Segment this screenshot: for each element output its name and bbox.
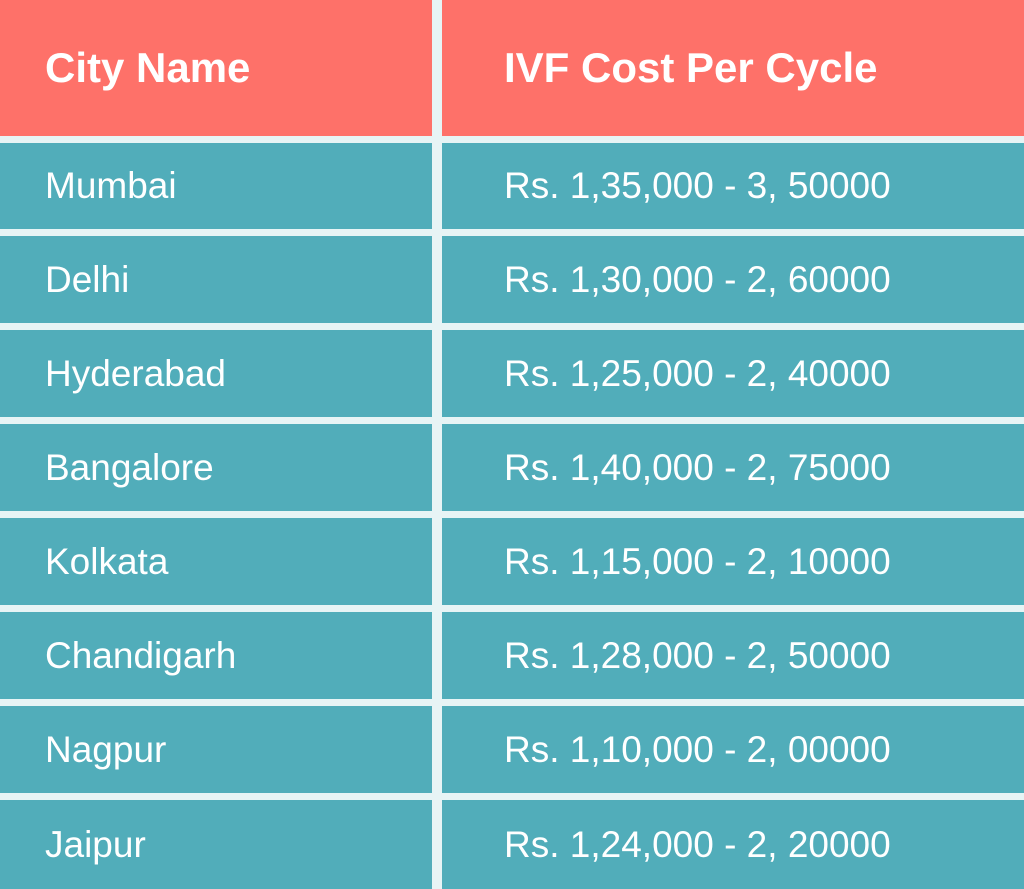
cost-cell: Rs. 1,40,000 - 2, 75000 [442,424,1024,511]
city-cell: Delhi [0,236,432,323]
table-header-row: City Name IVF Cost Per Cycle [0,0,1024,136]
cost-cell: Rs. 1,15,000 - 2, 10000 [442,518,1024,605]
cost-cell: Rs. 1,30,000 - 2, 60000 [442,236,1024,323]
table-row: Jaipur Rs. 1,24,000 - 2, 20000 [0,800,1024,889]
city-cell: Mumbai [0,143,432,229]
cost-cell: Rs. 1,35,000 - 3, 50000 [442,143,1024,229]
header-city-name: City Name [0,0,432,136]
cost-cell: Rs. 1,10,000 - 2, 00000 [442,706,1024,793]
city-cell: Nagpur [0,706,432,793]
table-row: Chandigarh Rs. 1,28,000 - 2, 50000 [0,612,1024,699]
header-ivf-cost: IVF Cost Per Cycle [442,0,1024,136]
cost-cell: Rs. 1,28,000 - 2, 50000 [442,612,1024,699]
table-row: Nagpur Rs. 1,10,000 - 2, 00000 [0,706,1024,793]
city-cell: Hyderabad [0,330,432,417]
city-cell: Kolkata [0,518,432,605]
table-row: Kolkata Rs. 1,15,000 - 2, 10000 [0,518,1024,605]
city-cell: Jaipur [0,800,432,889]
table-row: Delhi Rs. 1,30,000 - 2, 60000 [0,236,1024,323]
table-row: Hyderabad Rs. 1,25,000 - 2, 40000 [0,330,1024,417]
cost-cell: Rs. 1,24,000 - 2, 20000 [442,800,1024,889]
table-row: Bangalore Rs. 1,40,000 - 2, 75000 [0,424,1024,511]
table-row: Mumbai Rs. 1,35,000 - 3, 50000 [0,143,1024,229]
city-cell: Chandigarh [0,612,432,699]
city-cell: Bangalore [0,424,432,511]
cost-cell: Rs. 1,25,000 - 2, 40000 [442,330,1024,417]
